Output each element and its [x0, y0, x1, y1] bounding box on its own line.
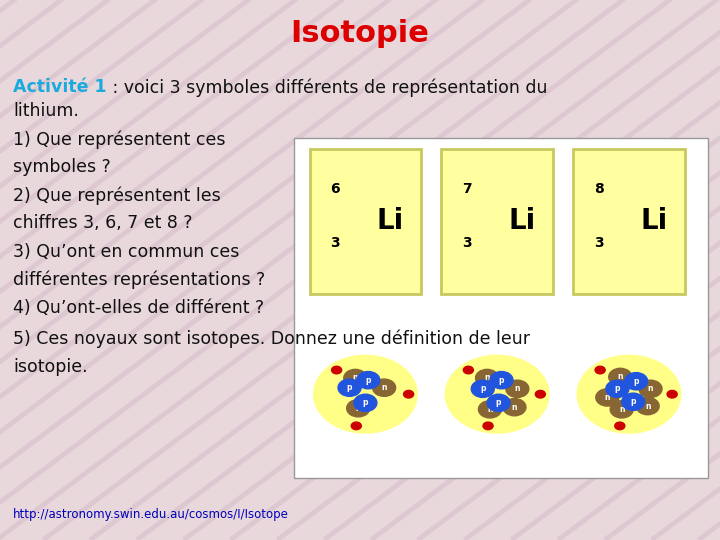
Text: p: p [480, 384, 485, 393]
Text: chiffres 3, 6, 7 et 8 ?: chiffres 3, 6, 7 et 8 ? [13, 214, 192, 233]
Text: p: p [634, 377, 639, 386]
Text: 5) Ces noyaux sont isotopes. Donnez une définition de leur: 5) Ces noyaux sont isotopes. Donnez une … [13, 329, 530, 348]
Text: n: n [487, 405, 492, 414]
Text: http://astronomy.swin.edu.au/cosmos/I/Isotope: http://astronomy.swin.edu.au/cosmos/I/Is… [13, 508, 289, 521]
Circle shape [667, 390, 677, 398]
Text: p: p [631, 397, 636, 406]
Text: isotopie.: isotopie. [13, 357, 88, 376]
FancyBboxPatch shape [441, 148, 553, 294]
Text: n: n [645, 402, 650, 410]
Circle shape [595, 366, 606, 374]
Text: n: n [485, 374, 490, 382]
Text: n: n [605, 393, 610, 402]
Circle shape [615, 422, 625, 430]
Text: p: p [499, 376, 504, 384]
Circle shape [483, 422, 493, 430]
Circle shape [338, 379, 361, 396]
FancyBboxPatch shape [573, 148, 685, 294]
Text: n: n [356, 404, 361, 413]
Text: 6: 6 [330, 183, 340, 197]
Circle shape [506, 380, 528, 397]
Text: p: p [615, 384, 620, 393]
Circle shape [332, 366, 342, 374]
Text: p: p [366, 376, 371, 384]
Text: lithium.: lithium. [13, 102, 78, 120]
Circle shape [639, 380, 662, 397]
Text: Li: Li [377, 207, 404, 235]
Circle shape [611, 401, 634, 418]
Text: : voici 3 symboles différents de représentation du: : voici 3 symboles différents de représe… [107, 78, 547, 97]
Circle shape [351, 422, 361, 430]
FancyBboxPatch shape [294, 138, 708, 478]
Text: 1) Que représentent ces: 1) Que représentent ces [13, 130, 225, 148]
Circle shape [403, 390, 413, 398]
Text: p: p [496, 399, 501, 407]
Text: n: n [515, 384, 520, 393]
Text: différentes représentations ?: différentes représentations ? [13, 271, 265, 289]
Text: 7: 7 [462, 183, 472, 197]
Text: 3: 3 [330, 237, 340, 250]
Circle shape [354, 394, 377, 411]
Text: 3: 3 [462, 237, 472, 250]
Circle shape [596, 389, 619, 406]
Text: Li: Li [640, 207, 667, 235]
Circle shape [577, 355, 681, 433]
Text: p: p [363, 399, 368, 407]
Circle shape [609, 368, 632, 386]
Circle shape [464, 366, 474, 374]
Text: n: n [618, 373, 623, 381]
Text: n: n [619, 405, 624, 414]
Text: n: n [512, 403, 517, 411]
Circle shape [624, 373, 648, 390]
Circle shape [490, 372, 513, 389]
Circle shape [346, 400, 369, 417]
Circle shape [487, 394, 510, 411]
FancyBboxPatch shape [310, 148, 421, 294]
Text: 3) Qu’ont en commun ces: 3) Qu’ont en commun ces [13, 242, 239, 261]
Text: n: n [353, 374, 358, 382]
Circle shape [622, 393, 645, 410]
Text: Activité 1: Activité 1 [13, 78, 107, 96]
Text: Isotopie: Isotopie [291, 19, 429, 48]
Text: 2) Que représentent les: 2) Que représentent les [13, 186, 221, 205]
Text: n: n [648, 384, 653, 393]
Circle shape [344, 369, 366, 387]
Circle shape [503, 399, 526, 416]
Circle shape [357, 372, 380, 389]
Circle shape [314, 355, 417, 433]
Circle shape [606, 380, 629, 397]
Circle shape [472, 380, 494, 397]
Circle shape [478, 401, 501, 418]
Circle shape [536, 390, 546, 398]
Text: n: n [382, 383, 387, 392]
Circle shape [475, 369, 498, 387]
Circle shape [445, 355, 549, 433]
Circle shape [373, 379, 396, 396]
Text: 3: 3 [594, 237, 603, 250]
Text: symboles ?: symboles ? [13, 158, 111, 177]
Text: p: p [347, 383, 352, 392]
Text: Li: Li [508, 207, 536, 235]
Text: 8: 8 [594, 183, 603, 197]
Text: 4) Qu’ont-elles de différent ?: 4) Qu’ont-elles de différent ? [13, 299, 264, 317]
Circle shape [636, 397, 660, 415]
